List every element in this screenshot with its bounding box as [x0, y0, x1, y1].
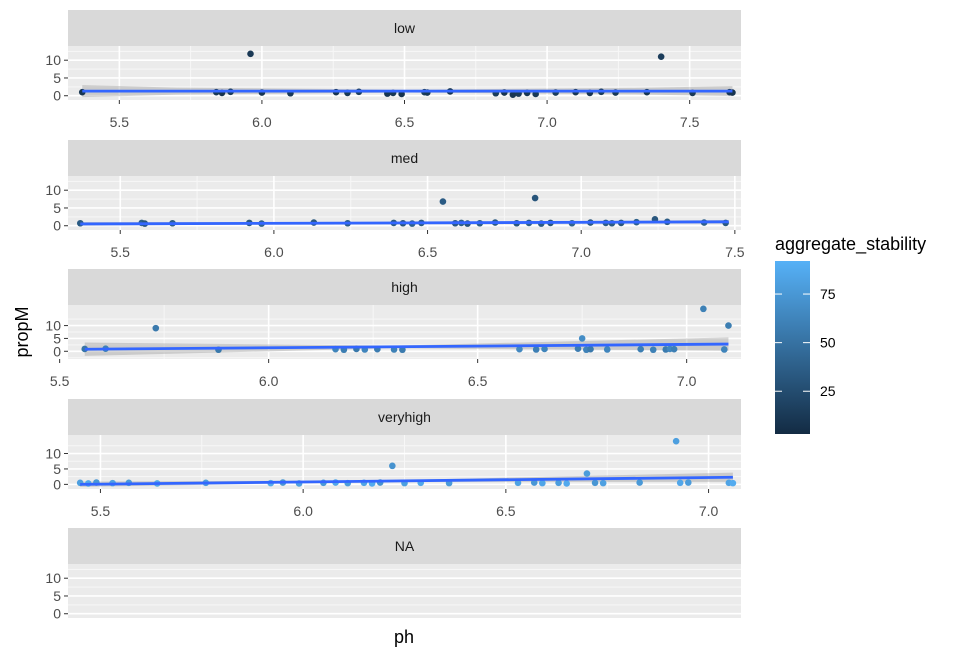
data-point — [657, 53, 665, 60]
data-point — [531, 194, 539, 202]
y-axis-title: propM — [12, 306, 32, 357]
x-tick-label: 7.0 — [537, 114, 557, 130]
y-tick-label: 10 — [45, 52, 61, 68]
y-tick-label: 10 — [45, 318, 61, 334]
data-point — [583, 470, 591, 477]
data-point — [649, 346, 657, 354]
x-axis-title: ph — [394, 627, 414, 647]
data-point — [247, 50, 254, 58]
x-tick-label: 7.0 — [571, 244, 591, 260]
facet-panel-med: med 0 5 10 5.5 6.0 6.5 7.0 7.5 — [45, 140, 745, 260]
x-tick-label: 7.0 — [699, 503, 719, 519]
x-tick-label: 6.0 — [293, 503, 313, 519]
data-point — [578, 335, 586, 342]
facet-strip-label: NA — [395, 538, 415, 554]
data-point — [563, 480, 570, 487]
data-point — [539, 479, 546, 487]
data-point — [516, 345, 523, 353]
data-point — [603, 346, 611, 353]
data-point — [729, 479, 737, 487]
facet-strip — [68, 10, 741, 46]
panel-background — [68, 564, 741, 618]
legend-tick-label: 75 — [820, 286, 836, 302]
facet-panel-na: NA 0 5 10 — [45, 528, 741, 622]
y-tick-label: 10 — [45, 446, 61, 462]
color-legend: 25 50 75 — [775, 261, 836, 434]
y-tick-label: 5 — [53, 200, 61, 216]
x-tick-label: 6.5 — [418, 244, 438, 260]
data-point — [555, 479, 562, 487]
x-tick-label: 7.0 — [677, 373, 697, 389]
y-tick-label: 0 — [53, 606, 61, 622]
y-tick-label: 0 — [53, 343, 61, 359]
smooth-line — [80, 220, 729, 226]
data-point — [636, 479, 643, 486]
data-point — [541, 345, 548, 353]
data-point — [700, 305, 707, 313]
data-point — [152, 324, 160, 332]
facet-strip-label: med — [391, 150, 418, 166]
y-tick-label: 0 — [53, 88, 61, 104]
x-tick-label: 6.5 — [468, 373, 488, 389]
data-point — [509, 91, 517, 98]
facet-strip — [68, 269, 741, 305]
colorbar — [775, 261, 810, 434]
x-tick-label: 6.0 — [264, 244, 284, 260]
data-point — [599, 479, 607, 487]
x-tick-label: 5.5 — [111, 244, 131, 260]
smooth-line — [80, 475, 733, 486]
data-point — [574, 345, 582, 353]
legend-title: aggregate_stability — [775, 234, 926, 255]
y-tick-label: 10 — [45, 570, 61, 586]
data-point — [389, 462, 396, 470]
smooth-line — [84, 342, 729, 351]
x-tick-label: 5.5 — [91, 503, 111, 519]
facet-strip — [68, 399, 741, 435]
x-tick-label: 7.5 — [680, 114, 700, 130]
data-point — [530, 479, 538, 486]
data-point — [670, 345, 678, 353]
facet-strip-label: low — [394, 20, 416, 36]
y-tick-label: 5 — [53, 70, 61, 86]
y-tick-label: 0 — [53, 476, 61, 492]
x-tick-label: 6.0 — [252, 114, 272, 130]
data-point — [637, 345, 644, 353]
data-point — [532, 346, 540, 353]
x-tick-label: 5.5 — [110, 114, 130, 130]
facet-strip — [68, 140, 741, 176]
x-tick-label: 6.5 — [496, 503, 516, 519]
facet-strip — [68, 528, 741, 564]
y-tick-label: 0 — [53, 218, 61, 234]
data-point — [587, 345, 594, 353]
y-tick-label: 10 — [45, 182, 61, 198]
y-tick-label: 5 — [53, 588, 61, 604]
legend-tick-label: 25 — [820, 383, 836, 399]
x-tick-label: 7.5 — [725, 244, 745, 260]
x-tick-label: 6.0 — [259, 373, 279, 389]
data-point — [439, 198, 447, 205]
data-point — [676, 479, 684, 487]
facet-panel-low: low 0 5 10 5.5 6.0 6.5 7.0 7.5 — [45, 10, 741, 130]
legend-tick-label: 50 — [820, 335, 836, 351]
data-point — [684, 479, 692, 486]
data-point — [514, 479, 522, 487]
y-tick-label: 5 — [53, 461, 61, 477]
data-point — [725, 322, 732, 329]
data-point — [591, 479, 599, 487]
y-tick-label: 5 — [53, 330, 61, 346]
x-tick-label: 5.5 — [50, 373, 70, 389]
facet-strip-label: veryhigh — [378, 409, 431, 425]
data-point — [720, 346, 728, 353]
x-tick-label: 6.5 — [395, 114, 415, 130]
data-point — [672, 437, 680, 445]
facet-strip-label: high — [391, 279, 417, 295]
